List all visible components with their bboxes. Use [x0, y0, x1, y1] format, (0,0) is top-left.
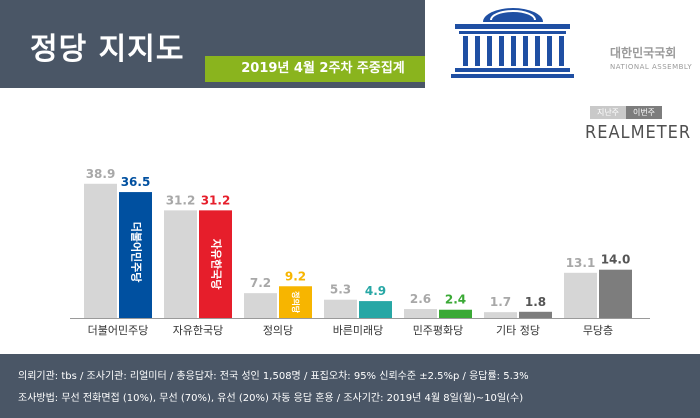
national-assembly-icon [451, 8, 574, 78]
bar-curr-3 [359, 301, 392, 318]
bar-prev-3 [324, 299, 357, 318]
label-curr-6: 14.0 [601, 253, 631, 267]
label-curr-0: 36.5 [121, 175, 151, 189]
label-prev-4: 2.6 [410, 292, 431, 306]
page-title: 정당 지지도 [30, 32, 185, 67]
label-curr-4: 2.4 [445, 293, 466, 307]
bar-curr-1 [199, 210, 232, 318]
label-curr-5: 1.8 [525, 295, 546, 309]
label-prev-1: 31.2 [166, 193, 196, 207]
label-curr-1: 31.2 [201, 193, 231, 207]
footer-line-1: 의뢰기관: tbs / 조사기관: 리얼미터 / 총응답자: 전국 성인 1,5… [18, 371, 529, 382]
category-label-4: 민주평화당 [413, 324, 464, 337]
party-logo-0: 더불어민주당 [129, 222, 143, 283]
category-label-3: 바른미래당 [333, 324, 384, 337]
label-prev-0: 38.9 [86, 167, 116, 181]
bar-prev-0 [84, 183, 117, 318]
bar-curr-6 [599, 269, 632, 318]
national-assembly-panel: 대한민국국회 NATIONAL ASSEMBLY [425, 0, 700, 88]
header-banner: 정당 지지도 2019년 4월 2주차 주중집계 대한민국국회 NATIONAL… [0, 0, 700, 88]
category-label-5: 기타 정당 [496, 324, 540, 337]
bar-curr-4 [439, 309, 472, 318]
label-prev-2: 7.2 [250, 276, 271, 290]
label-prev-3: 5.3 [330, 283, 351, 297]
survey-info-footer: 의뢰기관: tbs / 조사기관: 리얼미터 / 총응답자: 전국 성인 1,5… [0, 354, 700, 418]
assembly-name: 대한민국국회 [610, 46, 677, 60]
party-logo-1: 자유한국당 [210, 239, 224, 290]
bar-prev-1 [164, 210, 197, 318]
legend-this-week: 이번주 [626, 106, 662, 119]
assembly-subtitle: NATIONAL ASSEMBLY [610, 63, 693, 71]
bar-curr-0 [119, 192, 152, 318]
bar-prev-6 [564, 272, 597, 318]
survey-period-badge: 2019년 4월 2주차 주중집계 [205, 56, 441, 82]
bar-prev-4 [404, 309, 437, 318]
bar-prev-5 [484, 312, 517, 318]
category-label-2: 정의당 [263, 324, 293, 337]
label-prev-5: 1.7 [490, 295, 511, 309]
category-label-0: 더불어민주당 [88, 324, 149, 337]
party-logo-2: 정의당 [291, 291, 301, 314]
bar-curr-5 [519, 311, 552, 318]
category-label-6: 무당층 [583, 324, 613, 337]
category-label-1: 자유한국당 [173, 324, 224, 337]
label-curr-3: 4.9 [365, 284, 386, 298]
footer-line-2: 조사방법: 무선 전화면접 (10%), 무선 (70%), 유선 (20%) … [18, 393, 524, 404]
bar-prev-2 [244, 293, 277, 318]
bar-curr-2 [279, 286, 312, 318]
label-prev-6: 13.1 [566, 256, 596, 270]
realmeter-logo: REALMETER [585, 122, 692, 143]
legend-prev-week: 지난주 [590, 106, 626, 119]
label-curr-2: 9.2 [285, 269, 306, 283]
